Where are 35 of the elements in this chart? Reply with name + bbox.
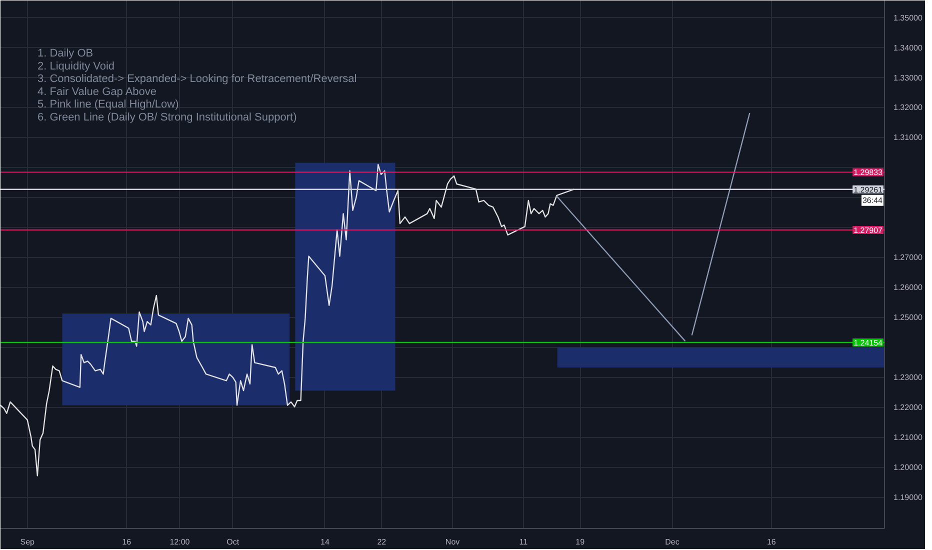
annotation: 6. Green Line (Daily OB/ Strong Institutional Support) [38,112,297,124]
x-tick-label: 14 [320,538,330,546]
y-tick-label: 1.31000 [894,133,923,142]
y-tick-label: 1.23000 [894,373,923,382]
y-tick-label: 1.35000 [894,13,923,22]
x-tick-label: Oct [226,538,240,546]
x-tick-label: Nov [445,538,460,546]
y-tick-label: 1.34000 [894,43,923,52]
x-tick-label: 19 [576,538,586,546]
ref-line-label: 1.27907 [854,226,884,235]
x-tick-label: Dec [665,538,680,546]
x-tick-label: Sep [20,538,36,546]
y-tick-label: 1.33000 [894,73,923,82]
ref-line-label: 1.24154 [854,338,884,348]
annotation: 5. Pink line (Equal High/Low) [38,98,179,111]
x-tick-label: 12:00 [170,538,190,546]
ref-line-label: 1.29261 [854,185,884,194]
annotation: 4. Fair Value Gap Above [38,86,157,98]
ref-line-label: 1.29833 [854,168,884,178]
annotation: 1. Daily OB [38,48,94,60]
y-tick-label: 1.32000 [894,103,923,112]
annotation: 3. Consolidated-> Expanded-> Looking for Retracement/Reversal [38,73,357,86]
annotation: 36:44 [862,196,884,205]
x-tick-label: 16 [122,538,132,546]
x-tick-label: 16 [766,538,776,546]
y-tick-label: 1.21000 [894,433,923,442]
x-tick-label: 11 [519,538,528,546]
y-tick-label: 1.27000 [894,253,923,262]
y-tick-label: 1.19000 [894,493,923,502]
y-tick-label: 1.22000 [894,403,923,412]
x-tick-label: 22 [377,538,387,546]
annotation: 2. Liquidity Void [38,60,115,72]
y-tick-label: 1.20000 [894,463,923,472]
y-tick-label: 1.26000 [894,283,923,292]
y-tick-label: 1.25000 [894,313,923,322]
